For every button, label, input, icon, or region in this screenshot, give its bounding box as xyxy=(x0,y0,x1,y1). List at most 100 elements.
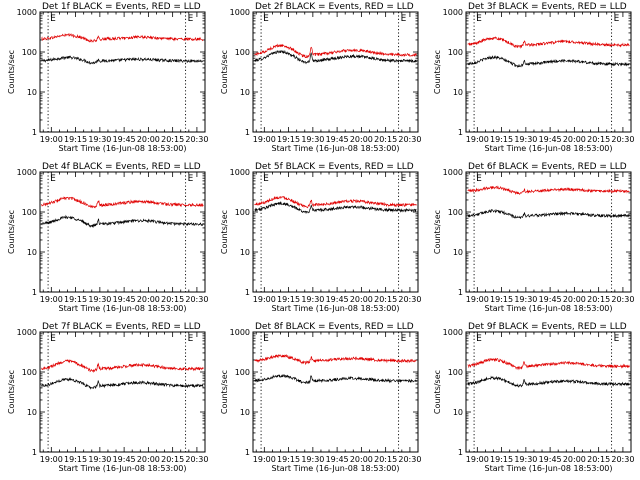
x-axis-label: Start Time (16-Jun-08 18:53:00) xyxy=(272,464,400,473)
x-tick-label: 19:45 xyxy=(326,135,349,144)
x-tick-label: 20:30 xyxy=(185,135,208,144)
x-tick-label: 19:30 xyxy=(301,295,324,304)
x-tick-label: 20:15 xyxy=(374,455,397,464)
x-axis-label: Start Time (16-Jun-08 18:53:00) xyxy=(59,464,187,473)
y-tick-label: 1 xyxy=(32,448,37,457)
y-tick-label: 1 xyxy=(245,128,250,137)
y-tick-label: 100 xyxy=(22,48,37,57)
x-tick-label: 19:45 xyxy=(539,135,562,144)
x-tick-label: 19:30 xyxy=(514,135,537,144)
panel-title: Det 4f BLACK = Events, RED = LLD xyxy=(42,162,201,172)
panel-det-2: Det 2f BLACK = Events, RED = LLD 1 10 100 10… xyxy=(220,2,421,153)
x-tick-label: 20:00 xyxy=(563,455,586,464)
panel-det-7: Det 7f BLACK = Events, RED = LLD 1 10 100 10… xyxy=(7,322,208,473)
x-tick-label: 20:30 xyxy=(398,295,421,304)
x-tick-label: 20:00 xyxy=(137,455,160,464)
x-tick-label: 20:00 xyxy=(563,295,586,304)
x-tick-label: 19:15 xyxy=(277,135,300,144)
x-tick-label: 20:00 xyxy=(350,135,373,144)
x-tick-label: 20:15 xyxy=(374,135,397,144)
y-tick-label: 1000 xyxy=(17,8,37,17)
x-tick-label: 19:00 xyxy=(466,295,489,304)
y-tick-label: 100 xyxy=(22,368,37,377)
event-marker-label: E xyxy=(263,334,269,344)
event-marker-label: E xyxy=(263,14,269,24)
x-tick-label: 19:30 xyxy=(301,455,324,464)
event-marker-label: E xyxy=(476,334,482,344)
y-tick-label: 1000 xyxy=(230,8,250,17)
lld-series-line xyxy=(467,357,630,371)
x-tick-label: 20:30 xyxy=(611,295,634,304)
x-tick-label: 19:00 xyxy=(40,295,63,304)
x-tick-label: 19:30 xyxy=(301,135,324,144)
event-marker-label: E xyxy=(401,174,407,184)
y-tick-label: 10 xyxy=(240,248,250,257)
x-tick-label: 20:15 xyxy=(587,295,610,304)
x-tick-label: 19:45 xyxy=(539,455,562,464)
event-marker-label: E xyxy=(476,14,482,24)
y-tick-label: 1 xyxy=(32,288,37,297)
x-tick-label: 19:15 xyxy=(64,295,87,304)
x-tick-label: 20:00 xyxy=(350,455,373,464)
plot-frame xyxy=(39,171,206,293)
y-axis-label: Counts/sec xyxy=(7,50,16,94)
x-tick-label: 19:00 xyxy=(40,455,63,464)
lld-series-line xyxy=(41,359,204,373)
y-tick-label: 10 xyxy=(27,88,37,97)
x-tick-label: 19:00 xyxy=(253,455,276,464)
event-marker-label: E xyxy=(401,14,407,24)
x-tick-label: 20:15 xyxy=(161,455,184,464)
events-series-line xyxy=(254,200,417,214)
y-tick-label: 1000 xyxy=(230,328,250,337)
panel-det-4: Det 4f BLACK = Events, RED = LLD 1 10 100 10… xyxy=(7,162,208,313)
y-tick-label: 100 xyxy=(235,208,250,217)
x-tick-label: 19:00 xyxy=(466,455,489,464)
x-tick-label: 19:30 xyxy=(88,295,111,304)
y-tick-label: 100 xyxy=(448,48,463,57)
x-tick-label: 19:15 xyxy=(490,135,513,144)
y-tick-label: 1 xyxy=(458,128,463,137)
y-axis-label: Counts/sec xyxy=(220,210,229,254)
y-tick-label: 10 xyxy=(27,248,37,257)
plot-frame xyxy=(465,11,632,133)
panel-det-1: Det 1f BLACK = Events, RED = LLD 1 10 100 10… xyxy=(7,2,208,153)
y-tick-label: 1000 xyxy=(17,168,37,177)
x-tick-label: 19:15 xyxy=(277,455,300,464)
x-tick-label: 20:30 xyxy=(185,295,208,304)
plot-frame xyxy=(39,331,206,453)
x-tick-label: 19:45 xyxy=(113,295,136,304)
x-tick-label: 19:00 xyxy=(40,135,63,144)
y-tick-label: 1 xyxy=(32,128,37,137)
panel-det-6: Det 6f BLACK = Events, RED = LLD 1 10 100 10… xyxy=(433,162,634,313)
y-tick-label: 100 xyxy=(448,368,463,377)
x-axis-label: Start Time (16-Jun-08 18:53:00) xyxy=(485,464,613,473)
y-tick-label: 100 xyxy=(235,368,250,377)
x-tick-label: 20:15 xyxy=(161,135,184,144)
event-marker-label: E xyxy=(614,14,620,24)
y-tick-label: 1000 xyxy=(443,8,463,17)
x-tick-label: 20:00 xyxy=(563,135,586,144)
plot-frame xyxy=(465,331,632,453)
events-series-line xyxy=(254,373,417,385)
lld-series-line xyxy=(254,353,417,365)
event-marker-label: E xyxy=(614,174,620,184)
events-series-line xyxy=(41,55,204,65)
x-tick-label: 19:00 xyxy=(253,295,276,304)
panel-title: Det 1f BLACK = Events, RED = LLD xyxy=(42,2,201,12)
panel-title: Det 7f BLACK = Events, RED = LLD xyxy=(42,322,201,332)
y-tick-label: 10 xyxy=(240,88,250,97)
panel-title: Det 6f BLACK = Events, RED = LLD xyxy=(468,162,627,172)
x-axis-label: Start Time (16-Jun-08 18:53:00) xyxy=(485,144,613,153)
lld-series-line xyxy=(41,33,204,43)
plot-frame xyxy=(39,11,206,133)
x-tick-label: 19:45 xyxy=(326,455,349,464)
event-marker-label: E xyxy=(188,174,194,184)
y-tick-label: 100 xyxy=(235,48,250,57)
panel-det-3: Det 3f BLACK = Events, RED = LLD 1 10 100 10… xyxy=(433,2,634,153)
y-axis-label: Counts/sec xyxy=(433,210,442,254)
panel-title: Det 9f BLACK = Events, RED = LLD xyxy=(468,322,627,332)
event-marker-label: E xyxy=(50,14,56,24)
x-tick-label: 20:30 xyxy=(398,455,421,464)
event-marker-label: E xyxy=(50,334,56,344)
y-tick-label: 1000 xyxy=(230,168,250,177)
